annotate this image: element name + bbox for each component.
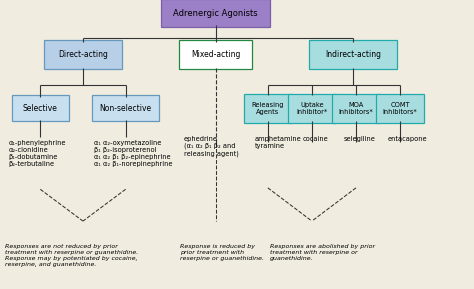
FancyBboxPatch shape	[244, 94, 292, 123]
Text: Releasing
Agents: Releasing Agents	[252, 102, 284, 115]
FancyBboxPatch shape	[332, 94, 380, 123]
Text: α₁ α₂-oxymetazoline
β₁ β₂-isoproterenol
α₁ α₂ β₁ β₂-epinephrine
α₁ α₂ β₁-norepin: α₁ α₂-oxymetazoline β₁ β₂-isoproterenol …	[94, 140, 173, 167]
FancyBboxPatch shape	[309, 40, 397, 69]
Text: Non-selective: Non-selective	[100, 104, 152, 113]
FancyBboxPatch shape	[376, 94, 424, 123]
FancyBboxPatch shape	[179, 40, 252, 69]
Text: Uptake
Inhibitor*: Uptake Inhibitor*	[296, 102, 328, 115]
Text: cocaine: cocaine	[302, 136, 328, 142]
Text: COMT
Inhibitors*: COMT Inhibitors*	[383, 102, 418, 115]
Text: MOA
Inhibitors*: MOA Inhibitors*	[338, 102, 374, 115]
FancyBboxPatch shape	[12, 95, 69, 121]
FancyBboxPatch shape	[44, 40, 122, 69]
Text: Adrenergic Agonists: Adrenergic Agonists	[173, 8, 258, 18]
Text: ephedrine
(α₁ α₂ β₁ β₂ and
releasing agent): ephedrine (α₁ α₂ β₁ β₂ and releasing age…	[184, 136, 239, 157]
Text: Direct-acting: Direct-acting	[58, 50, 108, 60]
Text: Mixed-acting: Mixed-acting	[191, 50, 240, 60]
Text: Indirect-acting: Indirect-acting	[325, 50, 381, 60]
Text: selegiline: selegiline	[344, 136, 375, 142]
Text: Selective: Selective	[23, 104, 58, 113]
Text: entacapone: entacapone	[388, 136, 428, 142]
Text: α₁-phenylephrine
α₂-clonidine
β₁-dobutamine
β₂-terbutaline: α₁-phenylephrine α₂-clonidine β₁-dobutam…	[9, 140, 66, 167]
FancyBboxPatch shape	[92, 95, 159, 121]
Text: Responses are abolished by prior
treatment with reserpine or
guanethidine.: Responses are abolished by prior treatme…	[270, 244, 375, 261]
Text: Responses are not reduced by prior
treatment with reserpine or guanethidine.
Res: Responses are not reduced by prior treat…	[5, 244, 138, 267]
Text: amphetamine
tyramine: amphetamine tyramine	[255, 136, 302, 149]
FancyBboxPatch shape	[161, 0, 270, 27]
FancyBboxPatch shape	[288, 94, 336, 123]
Text: Response is reduced by
prior treatment with
reserpine or guanethidine.: Response is reduced by prior treatment w…	[180, 244, 264, 261]
